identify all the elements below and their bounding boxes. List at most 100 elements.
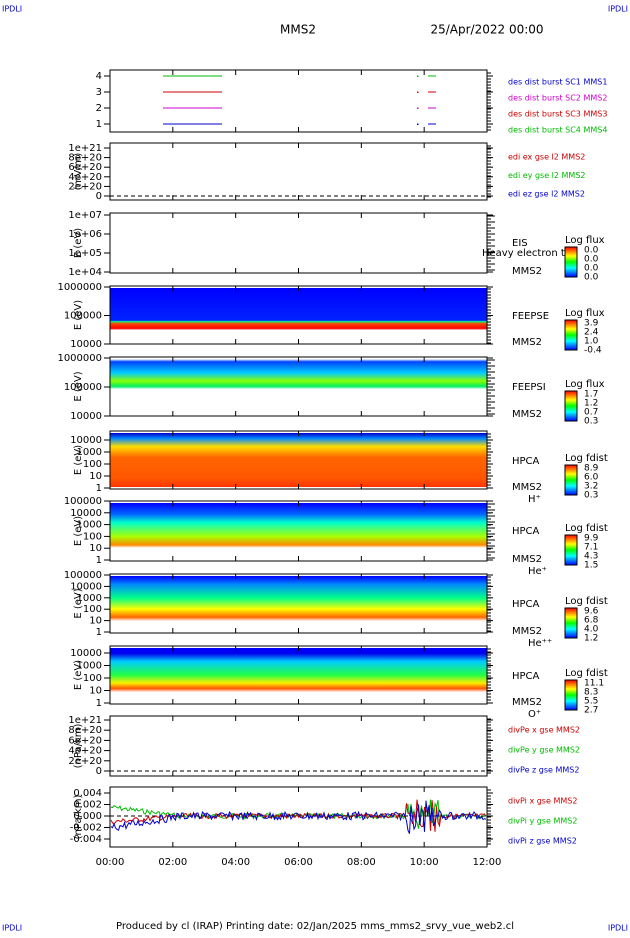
colorbar-label: 5.5 bbox=[584, 697, 598, 707]
y-tick-label: 100000 bbox=[64, 570, 102, 581]
legend-entry: divPe y gse MMS2 bbox=[508, 746, 580, 755]
overlay-label: Heavy electron to bbox=[482, 248, 571, 259]
y-tick-label: 100000 bbox=[64, 382, 102, 393]
y-tick-label: 10000 bbox=[70, 508, 102, 519]
colorbar-title: Log flux bbox=[565, 235, 605, 246]
colorbar-label: 4.3 bbox=[584, 552, 598, 562]
y-tick-label: 10 bbox=[89, 616, 102, 627]
x-tick-label: 12:00 bbox=[473, 857, 502, 868]
panel-label: MMS2 bbox=[512, 337, 542, 348]
x-tick-label: 08:00 bbox=[347, 857, 376, 868]
y-tick-label: -0.002 bbox=[70, 823, 102, 834]
y-tick-label: 1e+21 bbox=[68, 143, 102, 154]
date: 25/Apr/2022 00:00 bbox=[430, 23, 543, 37]
colorbar bbox=[564, 464, 578, 496]
footer: Produced by cl (IRAP) Printing date: 02/… bbox=[116, 921, 514, 932]
spectrogram bbox=[110, 288, 487, 342]
y-label: (mV/m) bbox=[73, 153, 84, 191]
spectrogram bbox=[110, 359, 487, 414]
y-label: (nPa/km) bbox=[73, 795, 84, 840]
corner: IPDLI bbox=[2, 5, 22, 14]
y-tick-label: 2e+20 bbox=[68, 756, 102, 767]
x-tick-label: 10:00 bbox=[410, 857, 439, 868]
panel-label: HPCA bbox=[512, 526, 540, 537]
legend-entry: des dist burst SC2 MMS2 bbox=[508, 94, 607, 103]
trace bbox=[110, 800, 487, 834]
y-tick-label: 8e+20 bbox=[68, 153, 102, 164]
colorbar bbox=[564, 607, 578, 639]
colorbar-label: 0.7 bbox=[584, 408, 598, 418]
colorbar-title: Log flux bbox=[565, 308, 605, 319]
burst-dot bbox=[417, 75, 419, 77]
panel-label: MMS2 bbox=[512, 409, 542, 420]
y-label: (nPa/km) bbox=[73, 724, 84, 769]
y-label: E (eV) bbox=[73, 660, 84, 690]
colorbar-label: 3.2 bbox=[584, 482, 598, 492]
y-tick-label: 1 bbox=[96, 119, 102, 130]
y-tick-label: 1000000 bbox=[57, 282, 102, 293]
x-tick-label: 00:00 bbox=[96, 857, 125, 868]
y-tick-label: 100 bbox=[83, 531, 102, 542]
colorbar bbox=[564, 679, 578, 711]
panel-label: FEEPSI bbox=[512, 382, 546, 393]
y-label: E (eV) bbox=[73, 228, 84, 258]
panel-label: MMS2 bbox=[512, 626, 542, 637]
x-tick-label: 02:00 bbox=[158, 857, 187, 868]
y-tick-label: 1e+04 bbox=[68, 267, 102, 278]
y-label: E (eV) bbox=[73, 300, 84, 330]
y-tick-label: 1 bbox=[96, 483, 102, 494]
legend-entry: des dist burst SC3 MMS3 bbox=[508, 110, 607, 119]
y-label: E (eV) bbox=[73, 371, 84, 401]
y-tick-label: 1 bbox=[96, 627, 102, 638]
y-label: E (eV) bbox=[73, 588, 84, 618]
colorbar-title: Log fdist bbox=[565, 668, 608, 679]
panel-frame bbox=[109, 715, 488, 777]
panel-label: O⁺ bbox=[528, 709, 541, 720]
y-tick-label: 10 bbox=[89, 686, 102, 697]
burst-dot bbox=[417, 107, 419, 109]
y-tick-label: 10000 bbox=[70, 339, 102, 350]
spectrogram bbox=[110, 433, 487, 487]
colorbar-label: 1.0 bbox=[584, 337, 599, 347]
y-tick-label: 100 bbox=[83, 604, 102, 615]
panel-frame bbox=[109, 69, 488, 133]
colorbar-label: 11.1 bbox=[584, 679, 604, 689]
y-tick-label: 1000 bbox=[77, 593, 102, 604]
y-tick-label: 4e+20 bbox=[68, 172, 102, 183]
colorbar bbox=[564, 246, 578, 278]
legend-entry: divPi x gse MMS2 bbox=[508, 797, 577, 806]
burst-dot bbox=[417, 91, 419, 93]
panel-label: MMS2 bbox=[512, 266, 542, 277]
y-tick-label: 1000 bbox=[77, 661, 102, 672]
y-tick-label: 4 bbox=[96, 71, 102, 82]
y-label: E (eV) bbox=[73, 445, 84, 475]
spectrogram bbox=[110, 503, 487, 559]
colorbar-label: 1.2 bbox=[584, 634, 598, 644]
y-tick-label: 0 bbox=[96, 766, 102, 777]
legend-entry: edi ez gse l2 MMS2 bbox=[508, 190, 585, 199]
colorbar-title: Log fdist bbox=[565, 596, 608, 607]
colorbar-title: Log flux bbox=[565, 379, 605, 390]
colorbar-label: 3.9 bbox=[584, 319, 599, 329]
y-tick-label: 1 bbox=[96, 698, 102, 709]
corner: IPDLI bbox=[2, 924, 22, 933]
y-tick-label: 0.004 bbox=[73, 788, 102, 799]
colorbar-label: 0.0 bbox=[584, 246, 599, 256]
colorbar-label: 1.7 bbox=[584, 390, 598, 400]
y-tick-label: 1000 bbox=[77, 447, 102, 458]
corner: IPDLI bbox=[608, 5, 628, 14]
legend-entry: edi ey gse l2 MMS2 bbox=[508, 171, 586, 180]
y-tick-label: 10000 bbox=[70, 581, 102, 592]
legend-entry: des dist burst SC1 MMS1 bbox=[508, 78, 607, 87]
x-tick-label: 06:00 bbox=[284, 857, 313, 868]
panel-label: MMS2 bbox=[512, 697, 542, 708]
burst-dot bbox=[417, 123, 419, 125]
y-tick-label: 10 bbox=[89, 471, 102, 482]
y-tick-label: 1e+21 bbox=[68, 715, 102, 726]
legend-entry: divPi z gse MMS2 bbox=[508, 837, 577, 846]
panel-label: FEEPSE bbox=[512, 311, 549, 322]
colorbar-label: 0.3 bbox=[584, 491, 598, 501]
y-tick-label: 1000000 bbox=[57, 353, 102, 364]
colorbar-label: 2.4 bbox=[584, 328, 599, 338]
